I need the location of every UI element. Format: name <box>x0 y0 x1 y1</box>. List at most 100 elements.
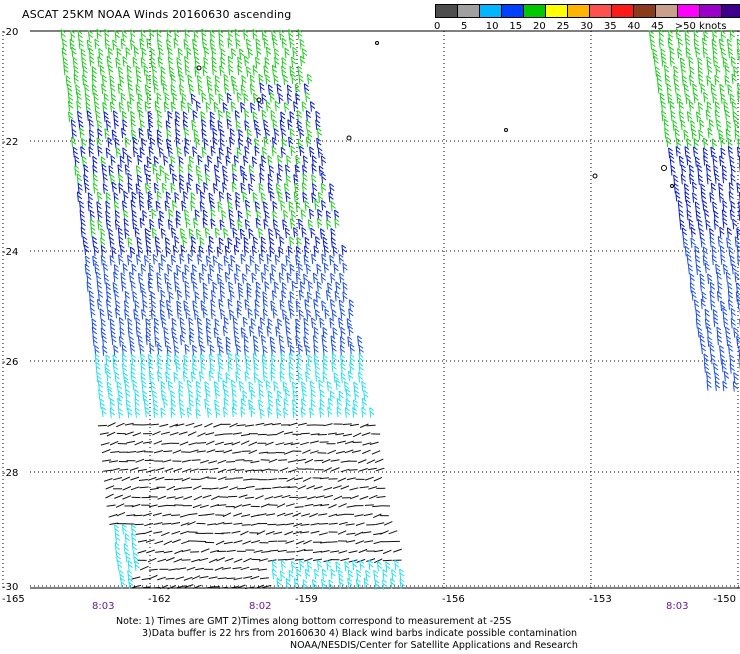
wind-barb <box>193 282 198 292</box>
wind-barb <box>180 515 189 517</box>
wind-barb <box>365 477 374 480</box>
wind-barb <box>300 532 309 533</box>
wind-barb <box>235 470 244 471</box>
wind-barb <box>128 561 133 571</box>
wind-barb <box>735 272 740 282</box>
wind-barb <box>261 193 266 203</box>
wind-barb <box>199 558 208 560</box>
wind-barb <box>162 514 171 516</box>
wind-barb <box>339 318 344 328</box>
wind-barb <box>292 281 297 291</box>
wind-barb <box>322 569 327 579</box>
wind-barb <box>108 310 113 320</box>
wind-barb <box>287 155 292 165</box>
wind-barb <box>80 201 85 211</box>
wind-barb <box>278 155 283 165</box>
wind-barb <box>253 237 258 247</box>
wind-barb <box>297 362 302 372</box>
wind-barb <box>250 569 259 570</box>
wind-barb <box>114 272 119 282</box>
wind-barb <box>236 364 241 374</box>
wind-barb <box>87 282 92 292</box>
wind-barb <box>255 264 260 274</box>
wind-barb <box>139 110 144 120</box>
wind-barb <box>268 156 273 166</box>
longitude-tick-label: -150 <box>713 594 736 605</box>
wind-barb <box>228 38 233 48</box>
wind-barb <box>261 156 266 166</box>
wind-barb <box>668 38 673 48</box>
wind-barb <box>102 75 107 85</box>
wind-barb <box>359 354 364 364</box>
wind-barb <box>333 246 338 256</box>
wind-barb <box>165 238 170 248</box>
wind-barb <box>311 531 320 533</box>
wind-barb <box>213 282 218 292</box>
wind-barb <box>730 364 735 374</box>
wind-barb <box>704 363 709 373</box>
wind-barb <box>213 256 218 266</box>
wind-barb <box>279 273 284 283</box>
wind-barb <box>296 247 301 257</box>
wind-barb <box>130 344 135 354</box>
wind-barb <box>728 344 733 354</box>
wind-barb <box>138 175 143 185</box>
wind-barb <box>136 459 145 462</box>
wind-barb <box>110 441 118 445</box>
wind-barb <box>711 183 716 193</box>
wind-barb <box>699 130 704 140</box>
wind-barb <box>329 514 338 517</box>
wind-barb <box>227 147 232 157</box>
wind-barb <box>132 585 141 587</box>
wind-barb <box>321 183 326 193</box>
wind-barb <box>300 39 305 49</box>
wind-barb <box>274 75 279 85</box>
wind-barb <box>311 390 316 400</box>
wind-barb <box>253 193 258 203</box>
wind-barb <box>219 192 224 202</box>
wind-barb <box>232 389 237 399</box>
wind-barb <box>165 93 170 103</box>
wind-barb <box>192 120 197 130</box>
wind-barb <box>731 308 736 318</box>
wind-barb <box>157 273 162 283</box>
wind-barb <box>664 65 669 75</box>
wind-barb <box>181 245 186 255</box>
wind-barb <box>123 148 128 158</box>
wind-barb <box>350 344 355 354</box>
wind-barb <box>207 408 212 418</box>
wind-barb <box>353 407 358 417</box>
wind-barb <box>345 408 350 418</box>
wind-barb <box>201 362 206 372</box>
wind-barb <box>180 85 185 95</box>
wind-barb <box>142 381 147 391</box>
wind-barb <box>317 128 322 138</box>
wind-barb <box>261 551 270 552</box>
wind-barb <box>193 486 201 490</box>
wind-barb <box>260 83 265 93</box>
wind-barb <box>98 290 103 300</box>
wind-barb <box>171 156 176 166</box>
wind-barb <box>208 156 213 166</box>
wind-barb <box>264 264 269 274</box>
wind-barb <box>324 263 329 273</box>
wind-barb <box>215 442 224 445</box>
wind-barb <box>346 533 355 534</box>
wind-barb <box>299 290 304 300</box>
wind-barb <box>226 578 235 579</box>
wind-barb <box>290 38 295 48</box>
wind-barb <box>282 38 287 48</box>
wind-barb <box>152 209 157 219</box>
wind-barb <box>106 355 111 365</box>
wind-barb <box>350 496 358 499</box>
wind-barb <box>370 442 379 444</box>
wind-barb <box>364 541 373 542</box>
wind-barb <box>710 291 715 301</box>
wind-barb <box>266 381 271 391</box>
wind-barb <box>667 84 672 94</box>
wind-barb <box>698 219 703 229</box>
wind-barb <box>294 192 299 202</box>
wind-barb <box>288 120 293 130</box>
wind-barb <box>136 85 141 95</box>
